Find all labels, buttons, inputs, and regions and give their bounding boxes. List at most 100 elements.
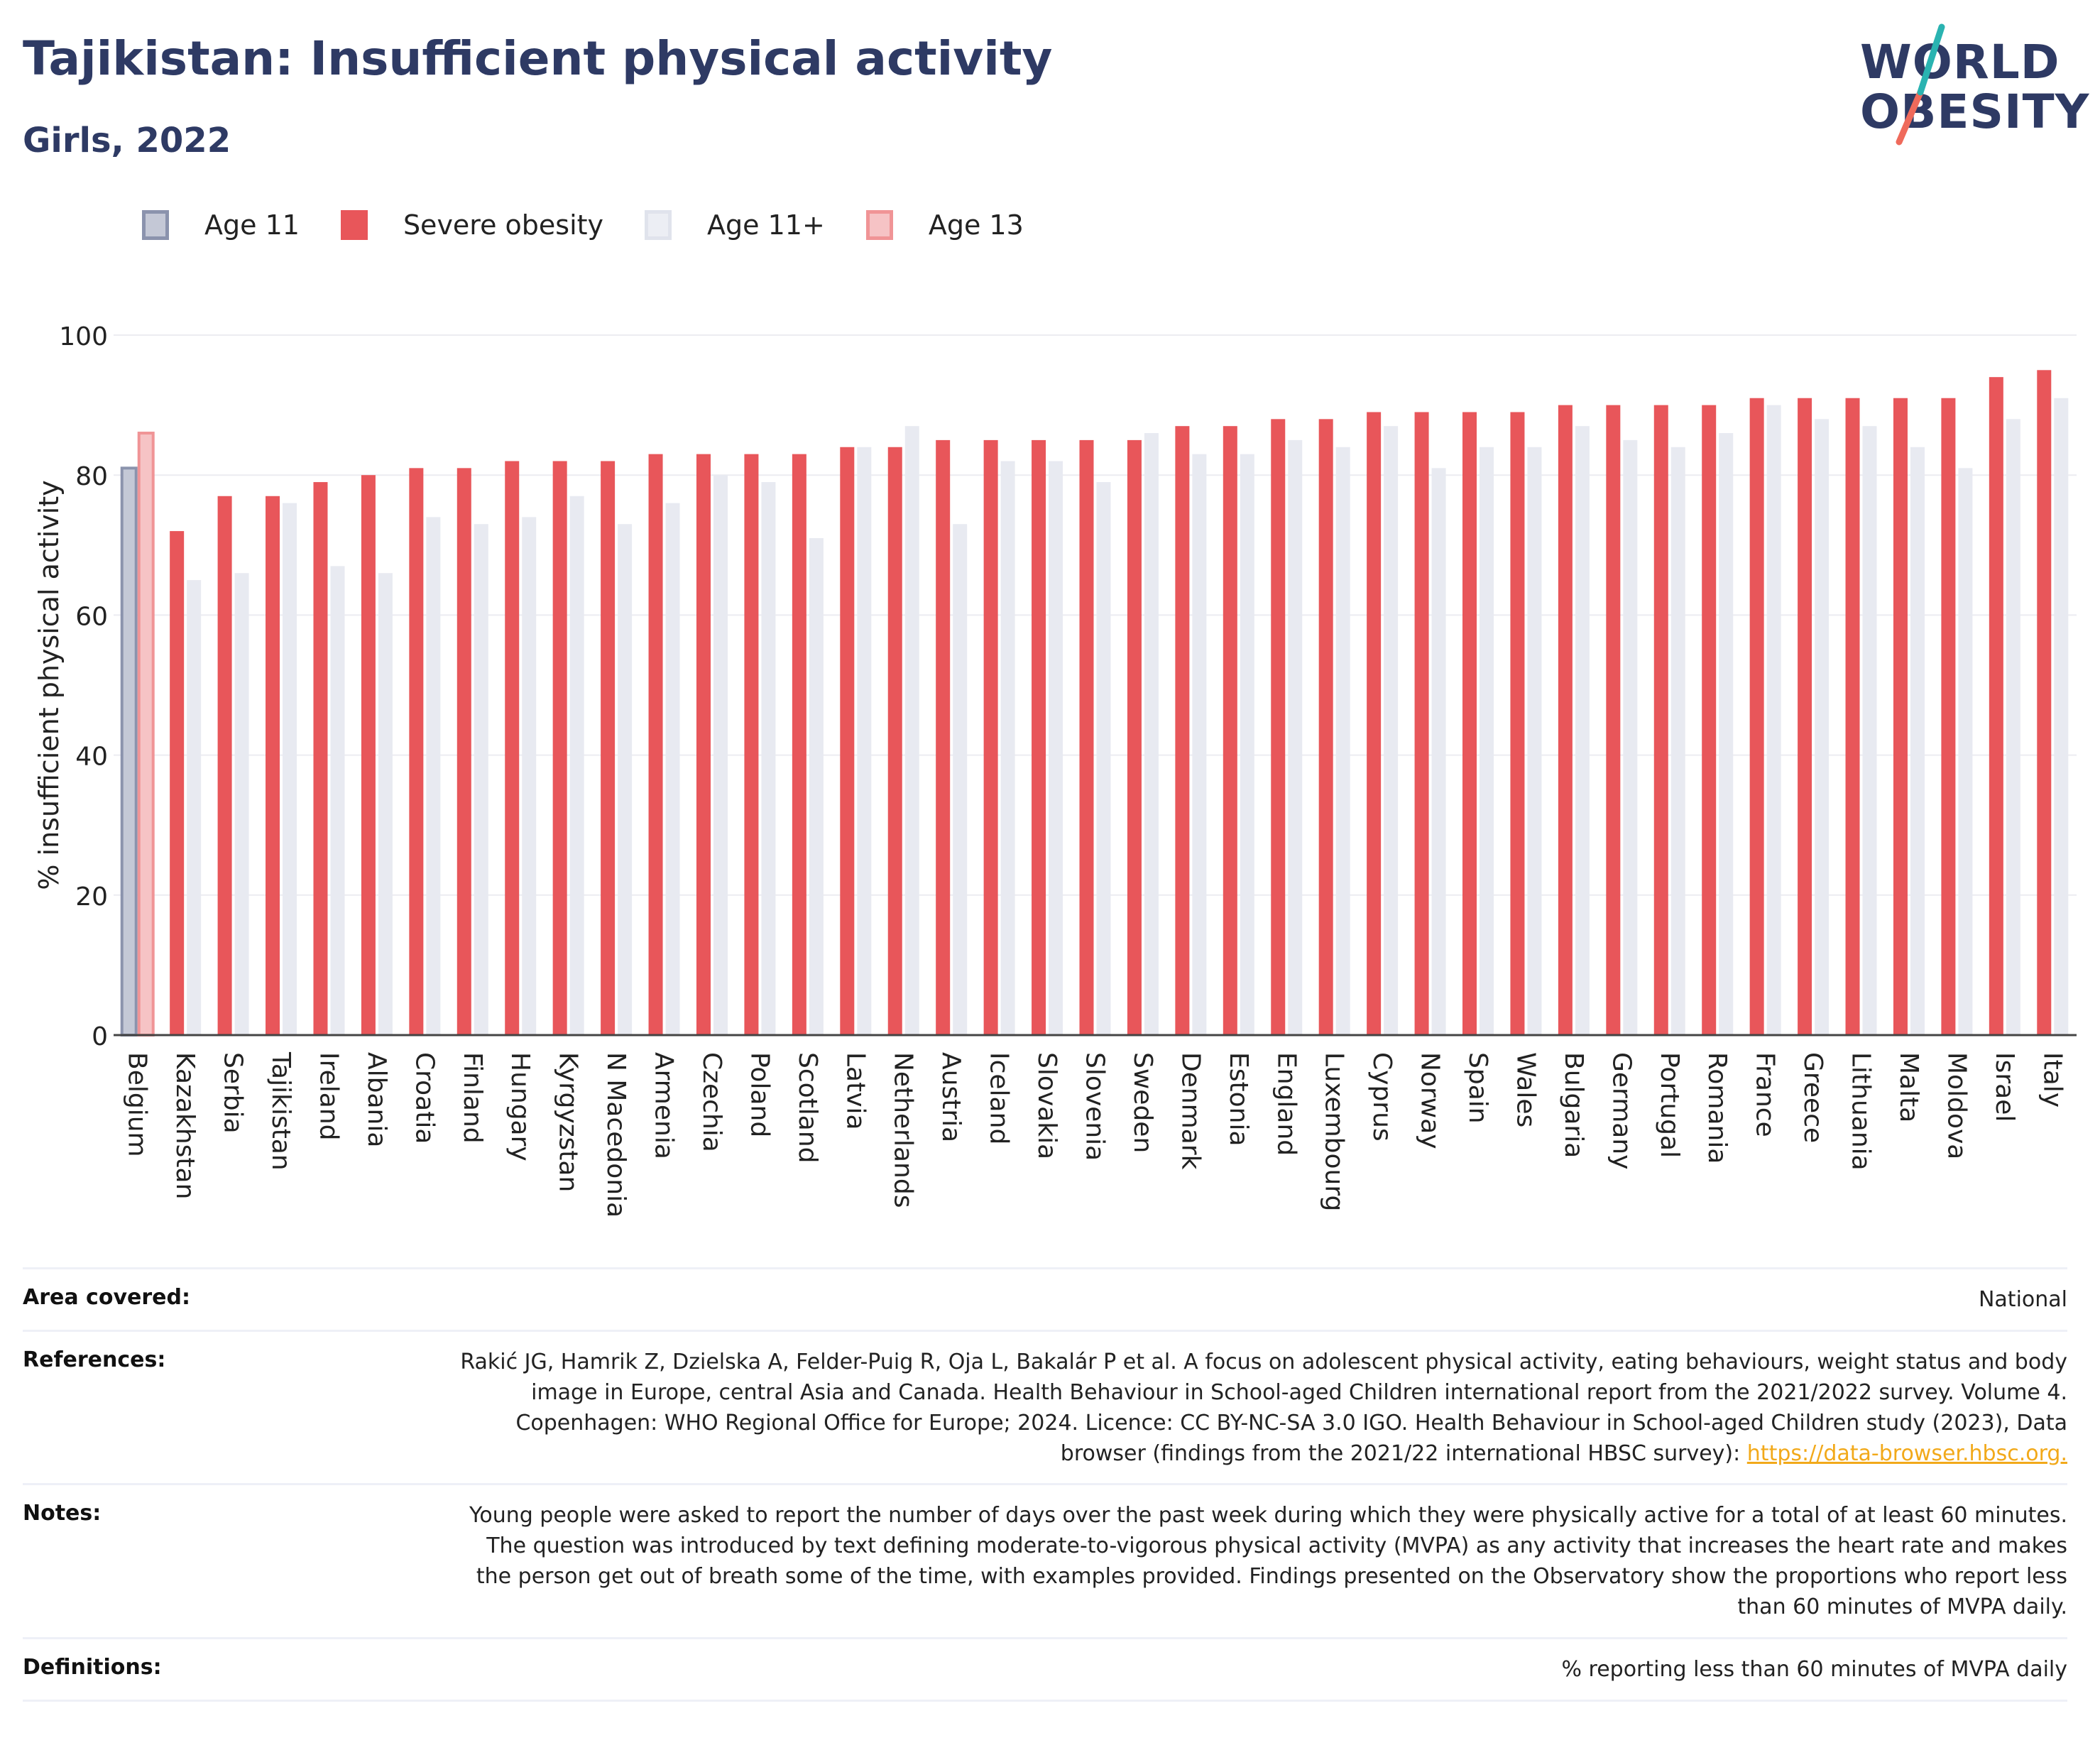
bar-age-11- bbox=[2054, 398, 2069, 1035]
page-title: Tajikistan: Insufficient physical activi… bbox=[23, 31, 1053, 86]
x-tick-label: Netherlands bbox=[889, 1052, 918, 1208]
x-tick-label: Iceland bbox=[985, 1052, 1014, 1144]
bar-severe-obesity bbox=[840, 447, 855, 1035]
info-row-notes: Notes: Young people were asked to report… bbox=[23, 1483, 2067, 1637]
x-tick-label: Germany bbox=[1607, 1052, 1636, 1169]
bar-age-11- bbox=[1384, 426, 1399, 1035]
bar-severe-obesity bbox=[1749, 398, 1764, 1035]
logo-slash-icon bbox=[1896, 23, 1945, 146]
legend-label: Severe obesity bbox=[403, 209, 604, 241]
x-tick-label: Wales bbox=[1511, 1052, 1540, 1127]
legend-swatch-severe-obesity bbox=[340, 210, 368, 240]
bar-severe-obesity bbox=[1079, 439, 1094, 1035]
bar-age-11- bbox=[1480, 447, 1494, 1035]
bar-severe-obesity bbox=[266, 496, 280, 1035]
bar-age-11- bbox=[1335, 447, 1350, 1035]
x-tick-label: Italy bbox=[2038, 1052, 2067, 1108]
bar-severe-obesity bbox=[313, 482, 328, 1035]
bar-age-11- bbox=[1096, 482, 1111, 1035]
y-tick-label: 60 bbox=[75, 602, 108, 631]
bar-age-11- bbox=[330, 566, 345, 1035]
x-tick-label: Malta bbox=[1894, 1052, 1923, 1122]
bar-severe-obesity bbox=[1223, 426, 1237, 1035]
bar-age-11- bbox=[1000, 461, 1015, 1035]
info-row-references: References: Rakić JG, Hamrik Z, Dzielska… bbox=[23, 1329, 2067, 1484]
bar-severe-obesity bbox=[1798, 398, 1812, 1035]
bar-age-11- bbox=[1815, 419, 1830, 1035]
bar-severe-obesity bbox=[887, 447, 902, 1035]
bar-severe-obesity bbox=[2037, 370, 2052, 1035]
bar-severe-obesity bbox=[1845, 398, 1860, 1035]
bar-age-11- bbox=[378, 573, 393, 1035]
bar-age-11- bbox=[1288, 439, 1303, 1035]
bar-severe-obesity bbox=[792, 454, 806, 1035]
bar-age-11 bbox=[120, 466, 138, 1037]
bar-severe-obesity bbox=[1558, 405, 1573, 1035]
x-tick-label: Kazakhstan bbox=[170, 1052, 199, 1199]
bar-severe-obesity bbox=[1510, 412, 1525, 1035]
x-tick-label: Slovakia bbox=[1032, 1052, 1061, 1159]
x-tick-label: Ireland bbox=[314, 1052, 343, 1141]
bar-severe-obesity bbox=[601, 461, 616, 1035]
bar-severe-obesity bbox=[1606, 405, 1621, 1035]
bar-severe-obesity bbox=[1127, 439, 1142, 1035]
y-tick-label: 100 bbox=[59, 322, 108, 351]
bar-age-11- bbox=[953, 524, 968, 1035]
x-tick-label: Israel bbox=[1990, 1052, 2019, 1122]
bar-age-11- bbox=[761, 482, 776, 1035]
x-tick-label: Poland bbox=[745, 1052, 774, 1137]
bar-severe-obesity bbox=[1989, 377, 2003, 1035]
references-link[interactable]: https://data-browser.hbsc.org. bbox=[1746, 1440, 2067, 1466]
x-tick-label: Greece bbox=[1798, 1052, 1827, 1143]
bar-severe-obesity bbox=[1893, 398, 1908, 1035]
bar-severe-obesity bbox=[1941, 398, 1956, 1035]
x-tick-label: N Macedonia bbox=[601, 1052, 630, 1218]
bar-age-13 bbox=[137, 432, 155, 1037]
bar-severe-obesity bbox=[1653, 405, 1668, 1035]
bar-age-11- bbox=[474, 524, 488, 1035]
bar-age-11- bbox=[426, 517, 441, 1035]
legend-item-age-11-plus[interactable]: Age 11+ bbox=[645, 209, 825, 241]
bar-severe-obesity bbox=[696, 454, 711, 1035]
bar-age-11- bbox=[809, 537, 824, 1035]
bar-age-11- bbox=[1240, 454, 1254, 1035]
legend-item-age-13[interactable]: Age 13 bbox=[865, 209, 1024, 241]
legend-label: Age 11+ bbox=[707, 209, 825, 241]
x-tick-label: France bbox=[1751, 1052, 1780, 1137]
legend-item-severe-obesity[interactable]: Severe obesity bbox=[340, 209, 604, 241]
bar-severe-obesity bbox=[648, 454, 663, 1035]
info-value: National bbox=[1978, 1287, 2067, 1312]
bar-severe-obesity bbox=[505, 461, 520, 1035]
bar-age-11- bbox=[1527, 447, 1542, 1035]
x-tick-label: Norway bbox=[1416, 1052, 1445, 1149]
y-axis-title: % insufficient physical activity bbox=[33, 480, 65, 890]
x-tick-label: Tajikistan bbox=[266, 1051, 295, 1171]
info-label: Area covered: bbox=[23, 1285, 190, 1310]
y-tick-label: 20 bbox=[75, 882, 108, 912]
legend-swatch-age-13 bbox=[865, 210, 893, 240]
bar-age-11- bbox=[904, 426, 919, 1035]
bar-severe-obesity bbox=[1175, 426, 1190, 1035]
legend-swatch-age-11-plus bbox=[645, 210, 672, 240]
x-tick-label: Luxembourg bbox=[1320, 1052, 1349, 1211]
bar-severe-obesity bbox=[744, 454, 759, 1035]
info-label: Definitions: bbox=[23, 1655, 162, 1680]
legend-item-age-11[interactable]: Age 11 bbox=[142, 209, 300, 241]
x-tick-label: Armenia bbox=[650, 1052, 679, 1159]
y-tick-label: 0 bbox=[92, 1022, 108, 1051]
bar-severe-obesity bbox=[1702, 405, 1717, 1035]
x-tick-label: Belgium bbox=[123, 1052, 152, 1157]
info-table: Area covered: National References: Rakić… bbox=[23, 1267, 2067, 1702]
x-tick-label: Latvia bbox=[841, 1052, 870, 1130]
info-value-references: Rakić JG, Hamrik Z, Dzielska A, Felder-P… bbox=[449, 1347, 2067, 1470]
x-tick-label: Spain bbox=[1463, 1052, 1492, 1124]
x-tick-label: Portugal bbox=[1655, 1052, 1684, 1158]
bar-severe-obesity bbox=[456, 468, 471, 1035]
x-tick-label: Moldova bbox=[1942, 1052, 1971, 1159]
legend-swatch-age-11 bbox=[142, 210, 169, 240]
bar-age-11- bbox=[1192, 454, 1207, 1035]
bar-severe-obesity bbox=[1367, 412, 1382, 1035]
info-label: References: bbox=[23, 1347, 166, 1372]
bar-age-11- bbox=[1766, 405, 1781, 1035]
bar-age-11- bbox=[1144, 433, 1159, 1035]
